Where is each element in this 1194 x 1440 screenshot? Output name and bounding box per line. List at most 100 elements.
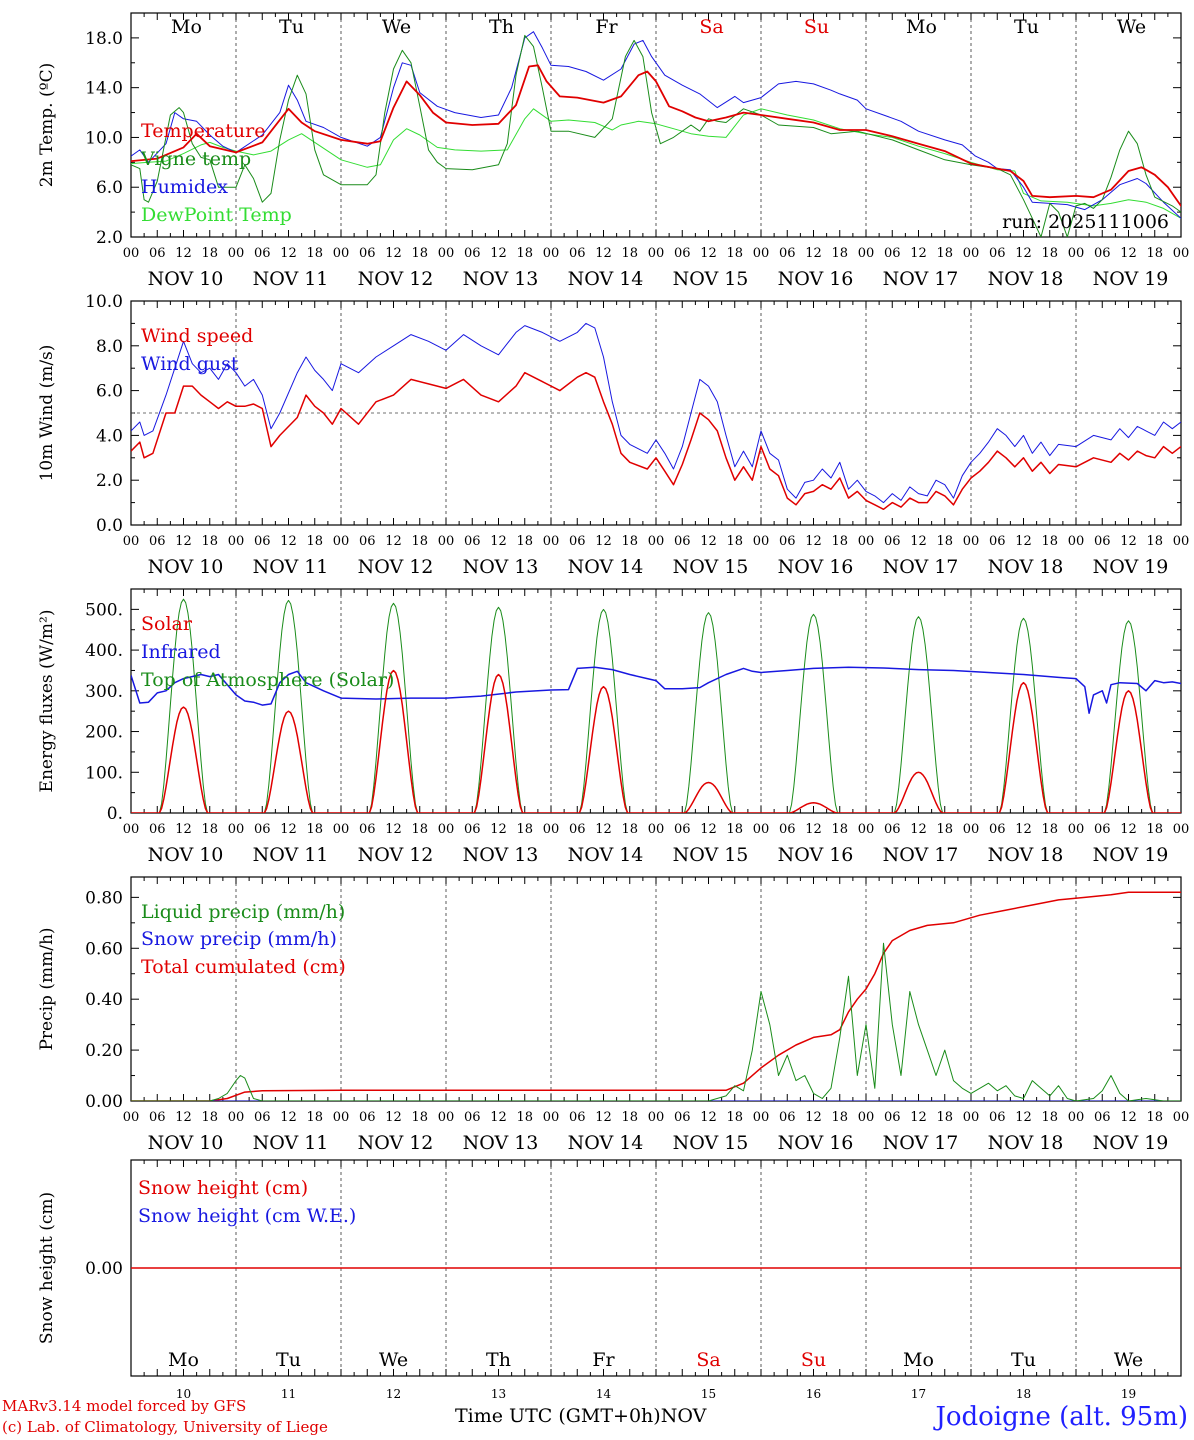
hour-tick-label: 18	[726, 534, 743, 549]
hour-tick-label: 00	[543, 822, 560, 837]
date-label: NOV 16	[778, 556, 854, 578]
legend-entry: DewPoint Temp	[141, 204, 292, 226]
hour-tick-label: 12	[1120, 534, 1137, 549]
hour-tick-label: 06	[674, 1110, 691, 1125]
y-axis-title: Energy fluxes (W/m²)	[37, 610, 57, 793]
hour-tick-label: 12	[385, 1110, 402, 1125]
hour-tick-label: 06	[884, 1110, 901, 1125]
y-tick-label: 0.	[107, 804, 123, 824]
hour-tick-label: 06	[674, 534, 691, 549]
series-line-temperature	[131, 64, 1181, 207]
day-number: 10	[176, 1387, 191, 1401]
y-axis-title: 10m Wind (m/s)	[37, 345, 57, 482]
snow-panel	[130, 1159, 1182, 1377]
day-label: Sa	[696, 1349, 720, 1371]
day-label: Mo	[906, 16, 937, 38]
day-number: 16	[806, 1387, 821, 1401]
hour-tick-label: 00	[228, 246, 245, 261]
hour-tick-label: 06	[1094, 822, 1111, 837]
date-label: NOV 19	[1093, 556, 1169, 578]
hour-tick-label: 12	[700, 822, 717, 837]
hour-tick-label: 12	[1120, 1110, 1137, 1125]
hour-tick-label: 12	[805, 822, 822, 837]
hour-tick-label: 06	[464, 1110, 481, 1125]
hour-tick-label: 06	[464, 534, 481, 549]
hour-tick-label: 00	[333, 1110, 350, 1125]
hour-tick-label: 12	[280, 246, 297, 261]
day-label: Th	[489, 16, 514, 38]
date-label: NOV 17	[883, 1132, 959, 1154]
y-tick-label: 14.0	[85, 79, 123, 99]
hour-tick-label: 06	[989, 1110, 1006, 1125]
date-label: NOV 13	[463, 556, 539, 578]
hour-tick-label: 12	[700, 246, 717, 261]
legend-entry: Humidex	[141, 176, 228, 198]
hour-tick-label: 12	[1015, 1110, 1032, 1125]
y-tick-label: 300.	[85, 682, 123, 702]
hour-tick-label: 06	[779, 534, 796, 549]
hour-tick-label: 18	[306, 1110, 323, 1125]
hour-tick-label: 00	[858, 822, 875, 837]
hour-tick-label: 06	[359, 822, 376, 837]
y-tick-label: 500.	[85, 600, 123, 620]
hour-tick-label: 18	[936, 246, 953, 261]
series-line-top-of-atmosphere-solar	[131, 598, 1181, 813]
hour-tick-label: 12	[910, 822, 927, 837]
hour-tick-label: 12	[910, 246, 927, 261]
date-label: NOV 13	[463, 1132, 539, 1154]
hour-tick-label: 00	[543, 534, 560, 549]
day-label: We	[1117, 16, 1146, 38]
hour-tick-label: 18	[411, 822, 428, 837]
hour-tick-label: 00	[648, 822, 665, 837]
hour-tick-label: 18	[411, 534, 428, 549]
hour-tick-label: 12	[385, 534, 402, 549]
date-label: NOV 19	[1093, 268, 1169, 290]
hour-tick-label: 06	[254, 1110, 271, 1125]
day-label: Mo	[168, 1349, 199, 1371]
date-label: NOV 10	[148, 844, 224, 866]
hour-tick-label: 00	[963, 246, 980, 261]
hour-tick-label: 18	[726, 246, 743, 261]
y-tick-label: 4.0	[96, 426, 123, 446]
hour-tick-label: 06	[254, 822, 271, 837]
hour-tick-label: 12	[385, 246, 402, 261]
hour-tick-label: 18	[306, 246, 323, 261]
hour-tick-label: 00	[753, 822, 770, 837]
date-label: NOV 14	[568, 844, 644, 866]
hour-tick-label: 06	[779, 822, 796, 837]
hour-tick-label: 18	[516, 822, 533, 837]
hour-tick-label: 06	[464, 246, 481, 261]
hour-tick-label: 12	[490, 534, 507, 549]
hour-tick-label: 18	[936, 534, 953, 549]
day-label: Tu	[1014, 16, 1039, 38]
hour-tick-label: 00	[543, 246, 560, 261]
hour-tick-label: 18	[936, 822, 953, 837]
hour-tick-label: 00	[333, 246, 350, 261]
date-label: NOV 13	[463, 844, 539, 866]
hour-tick-label: 12	[805, 246, 822, 261]
legend-entry: Snow height (cm W.E.)	[138, 1205, 356, 1227]
hour-tick-label: 00	[858, 246, 875, 261]
run-label: run: 2025111006	[1002, 211, 1169, 233]
date-label: NOV 12	[358, 1132, 434, 1154]
hour-tick-label: 18	[201, 246, 218, 261]
date-label: NOV 12	[358, 844, 434, 866]
date-label: NOV 12	[358, 556, 434, 578]
day-label: Tu	[1011, 1349, 1036, 1371]
date-label: NOV 10	[148, 268, 224, 290]
date-label: NOV 16	[778, 268, 854, 290]
hour-tick-label: 00	[753, 1110, 770, 1125]
y-tick-label: 200.	[85, 723, 123, 743]
day-number: 11	[281, 1387, 296, 1401]
day-number: 14	[596, 1387, 612, 1401]
hour-tick-label: 18	[726, 1110, 743, 1125]
hour-tick-label: 00	[123, 1110, 140, 1125]
day-number: 12	[386, 1387, 401, 1401]
date-label: NOV 13	[463, 268, 539, 290]
hour-tick-label: 18	[1146, 246, 1163, 261]
hour-tick-label: 06	[884, 246, 901, 261]
hour-tick-label: 06	[149, 246, 166, 261]
day-number: 13	[491, 1387, 506, 1401]
hour-tick-label: 12	[175, 246, 192, 261]
